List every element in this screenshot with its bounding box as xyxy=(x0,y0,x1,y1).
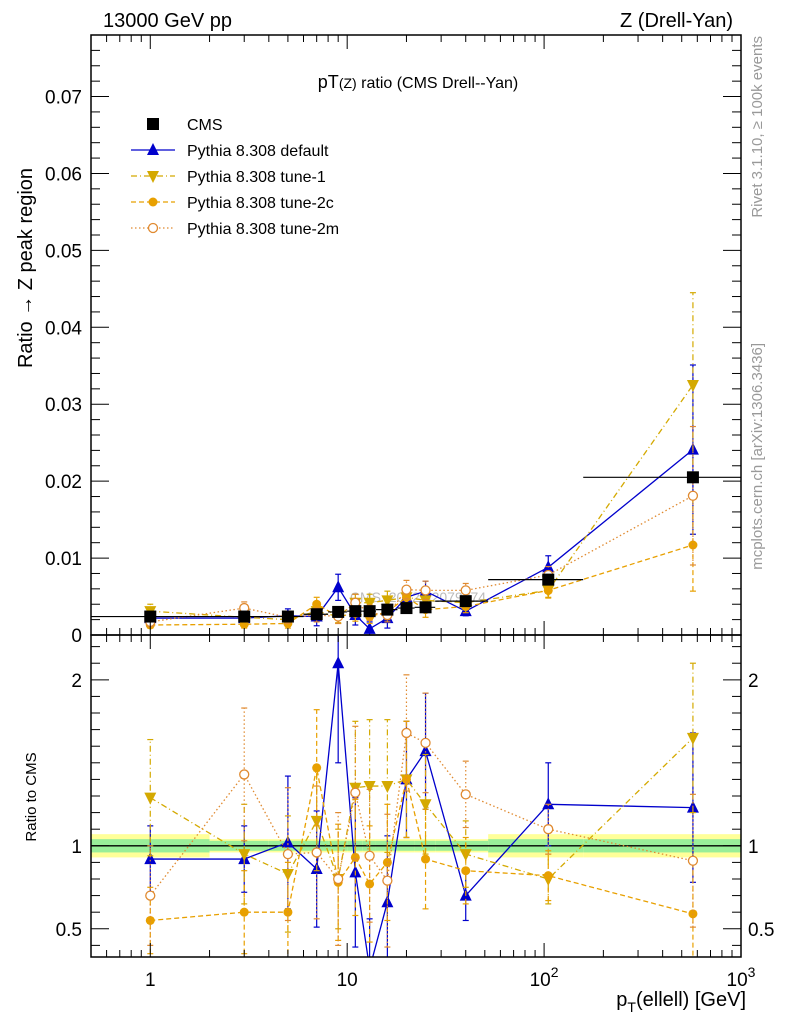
data-point-main xyxy=(363,621,376,634)
x-tick-label: 102 xyxy=(530,964,559,991)
data-point-ratio xyxy=(312,763,322,773)
data-point-ratio xyxy=(686,732,699,745)
y-tick-label-main: 0.02 xyxy=(45,472,82,493)
cms-point xyxy=(349,605,362,618)
legend-marker xyxy=(147,222,159,234)
cms-point xyxy=(238,610,251,623)
series-line-ratio xyxy=(150,663,693,957)
data-point-ratio xyxy=(364,962,376,974)
data-point-ratio xyxy=(401,727,412,739)
data-point-ratio xyxy=(543,824,554,835)
header-left: 13000 GeV pp xyxy=(103,10,232,32)
data-point-ratio xyxy=(419,744,432,757)
ratio-frame xyxy=(90,634,742,958)
data-point-ratio xyxy=(542,797,555,810)
data-point-ratio xyxy=(382,875,393,886)
y-tick-label-main: 0.05 xyxy=(45,241,82,262)
x-tick-label: 1 xyxy=(145,970,156,991)
y-tick-label-ratio-right: 1 xyxy=(748,837,759,858)
side-label-mcplots: mcplots.cern.ch [arXiv:1306.3436] xyxy=(749,343,766,570)
data-point-main xyxy=(420,585,431,596)
data-point-main xyxy=(687,490,699,501)
data-point-ratio xyxy=(282,848,294,860)
data-point-main xyxy=(401,592,411,602)
legend-label: Pythia 8.308 tune-2c xyxy=(187,195,334,212)
cms-point xyxy=(459,595,472,608)
data-point-ratio xyxy=(419,799,432,812)
data-point-main xyxy=(312,599,322,609)
legend-marker xyxy=(147,118,159,130)
data-point-ratio xyxy=(543,871,553,881)
cms-point xyxy=(332,605,345,618)
data-point-ratio xyxy=(420,737,431,749)
legend-label: CMS xyxy=(187,117,223,134)
chart-title: pT(Z) ratio (CMS Drell--Yan) xyxy=(318,72,518,92)
data-point-ratio xyxy=(311,847,322,858)
cms-point xyxy=(419,601,432,614)
cms-point xyxy=(363,605,376,618)
data-point-ratio xyxy=(364,850,375,861)
data-point-main xyxy=(543,585,553,595)
data-point-ratio xyxy=(332,656,345,669)
uncertainty-bands xyxy=(91,834,741,858)
data-point-ratio xyxy=(350,787,361,798)
legend-marker xyxy=(148,197,158,207)
data-point-ratio xyxy=(144,792,157,805)
data-point-ratio xyxy=(144,852,157,865)
data-point-ratio xyxy=(687,855,699,866)
data-point-main xyxy=(332,580,345,593)
data-point-ratio xyxy=(363,781,376,794)
series-line-main xyxy=(150,384,694,621)
legend-label: Pythia 8.308 tune-1 xyxy=(187,169,326,186)
data-point-main xyxy=(381,595,394,608)
cms-point xyxy=(281,610,294,623)
y-tick-label-ratio-right: 0.5 xyxy=(748,920,774,941)
y-tick-label-main: 0.06 xyxy=(45,164,82,185)
x-tick-label: 103 xyxy=(727,964,756,991)
legend-marker xyxy=(147,171,159,183)
y-tick-label-main: 0.01 xyxy=(45,549,82,570)
cms-point xyxy=(144,610,157,623)
data-point-main xyxy=(363,597,376,610)
cms-point xyxy=(686,471,699,484)
y-tick-label-main: 0.07 xyxy=(45,88,82,109)
cms-point xyxy=(310,608,323,621)
header-right: Z (Drell-Yan) xyxy=(620,10,733,32)
data-point-ratio xyxy=(461,866,471,876)
y-tick-label-ratio: 2 xyxy=(71,671,82,692)
legend-label: Pythia 8.308 tune-2m xyxy=(187,221,339,238)
x-axis-title: pT(ellell) [GeV] xyxy=(616,989,746,1015)
data-point-ratio xyxy=(421,854,431,864)
legend-label: Pythia 8.308 default xyxy=(187,143,329,160)
y-tick-label-main: 0.04 xyxy=(45,318,82,339)
data-point-ratio xyxy=(401,774,411,784)
side-label-rivet: Rivet 3.1.10, ≥ 100k events xyxy=(749,36,766,218)
y-axis-title-ratio: Ratio to CMS xyxy=(23,752,40,841)
data-point-ratio xyxy=(333,873,344,885)
legend-marker xyxy=(147,143,159,155)
x-tick-label: 10 xyxy=(337,970,358,991)
cms-point xyxy=(400,602,413,615)
y-tick-label-ratio-right: 2 xyxy=(748,671,759,692)
data-point-ratio xyxy=(239,769,250,780)
data-point-ratio xyxy=(145,890,156,901)
data-point-ratio xyxy=(460,789,471,800)
legend: CMS Pythia 8.308 default Pythia 8.308 tune… xyxy=(131,117,339,238)
y-tick-label-main: 0 xyxy=(71,626,82,647)
data-point-ratio xyxy=(381,781,394,794)
cms-point xyxy=(542,573,555,586)
data-point-ratio xyxy=(239,907,249,917)
y-axis-title-main: Ratio → Z peak region xyxy=(15,168,37,368)
data-point-ratio xyxy=(238,849,251,862)
data-point-ratio xyxy=(365,879,375,889)
data-point-main xyxy=(401,584,412,595)
y-tick-label-main: 0.03 xyxy=(45,395,82,416)
data-point-ratio xyxy=(281,835,294,848)
data-point-main xyxy=(460,585,471,596)
cms-point xyxy=(381,603,394,616)
y-tick-label-ratio: 1 xyxy=(71,837,82,858)
data-point-main xyxy=(686,380,699,392)
y-tick-label-ratio: 0.5 xyxy=(56,920,82,941)
